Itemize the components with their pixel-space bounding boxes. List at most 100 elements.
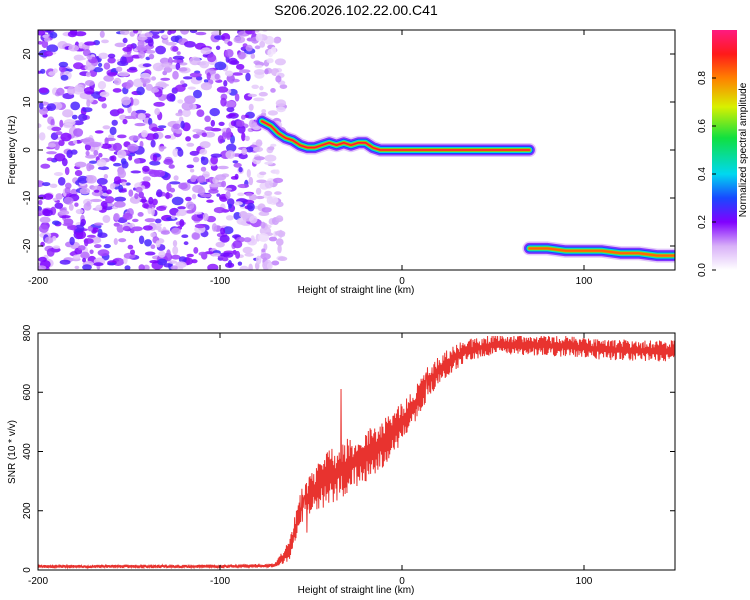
spectrogram-y-label: Frequency (Hz) [7,116,18,185]
noise-blob [113,238,118,245]
noise-blob [122,46,133,52]
noise-blob [101,103,107,109]
noise-blob [270,143,277,147]
noise-blob [216,193,221,197]
noise-blob [63,122,73,129]
noise-blob [223,226,234,235]
noise-blob [216,86,229,93]
noise-blob [63,196,74,205]
noise-blob [68,203,74,211]
noise-blob [202,213,209,222]
noise-blob [244,252,254,257]
noise-blob [44,236,53,244]
noise-blob [121,96,131,106]
figure-title: S206.2026.102.22.00.C41 [274,2,438,18]
noise-blob [259,40,266,48]
noise-blob [154,225,162,231]
noise-blob [232,160,239,164]
noise-blob [248,119,256,128]
noise-blob [229,80,234,84]
noise-blob [125,182,131,186]
noise-blob [172,148,179,158]
noise-blob [98,152,103,158]
noise-blob [144,218,156,223]
noise-blob [150,206,155,216]
noise-blob [39,102,44,110]
noise-blob [100,200,108,210]
noise-blob [128,135,140,141]
noise-blob [153,169,166,178]
noise-blob [112,88,122,93]
noise-blob [213,207,226,214]
x-tick-label: 0 [399,576,405,587]
noise-blob [184,41,196,48]
noise-blob [160,77,171,81]
noise-blob [218,121,225,126]
noise-blob [234,93,240,102]
noise-blob [55,131,63,136]
noise-blob [72,254,81,260]
noise-blob [173,175,179,181]
noise-blob [225,127,232,137]
noise-blob [117,169,127,179]
noise-blob [258,91,268,97]
noise-blob [264,161,274,165]
noise-blob [266,58,274,64]
y-tick-label: 400 [22,443,33,460]
noise-blob [73,128,84,137]
noise-blob [163,66,173,73]
noise-blob [259,171,267,176]
noise-blob [113,176,122,185]
noise-blob [248,263,253,270]
noise-blob [85,71,91,78]
noise-blob [73,62,84,70]
noise-blob [237,51,246,60]
noise-blob [141,130,148,138]
noise-blob [228,203,232,209]
noise-blob [117,134,127,139]
y-tick-label: 20 [22,48,33,60]
noise-blob [245,30,256,35]
noise-blob [120,158,127,165]
noise-blob [275,75,282,83]
colorbar-ticks: 0.0 0.2 0.4 0.6 0.8 [697,71,716,277]
noise-blob [138,50,146,59]
noise-blob [144,32,153,38]
noise-blob [91,227,99,233]
noise-blob [86,234,96,238]
noise-blob [67,86,76,95]
noise-blob [107,72,118,76]
noise-blob [97,166,110,171]
noise-blob [211,223,218,232]
noise-blob [189,30,198,34]
noise-blob [165,191,170,200]
noise-blob [226,134,231,140]
noise-blob [236,63,245,70]
noise-blob [255,255,262,265]
noise-blob [255,139,263,148]
noise-blob [142,203,149,209]
noise-blob [117,108,125,114]
noise-blob [86,162,92,172]
noise-blob [276,106,286,113]
colorbar-tick-label: 0.4 [697,167,708,181]
noise-blob [241,132,246,142]
noise-blob [242,246,253,254]
noise-blob [264,154,277,162]
y-tick-label: 0 [22,567,33,573]
noise-blob [189,168,195,173]
noise-blob [135,186,143,193]
noise-blob [254,64,263,69]
noise-blob [148,117,153,126]
noise-blob [154,218,162,224]
noise-blob [215,174,227,181]
noise-blob [119,189,127,193]
noise-blob [172,46,179,52]
noise-blob [100,143,112,149]
noise-blob [147,207,152,215]
noise-blob [46,157,54,162]
noise-blob [223,80,228,87]
noise-blob [171,227,181,235]
